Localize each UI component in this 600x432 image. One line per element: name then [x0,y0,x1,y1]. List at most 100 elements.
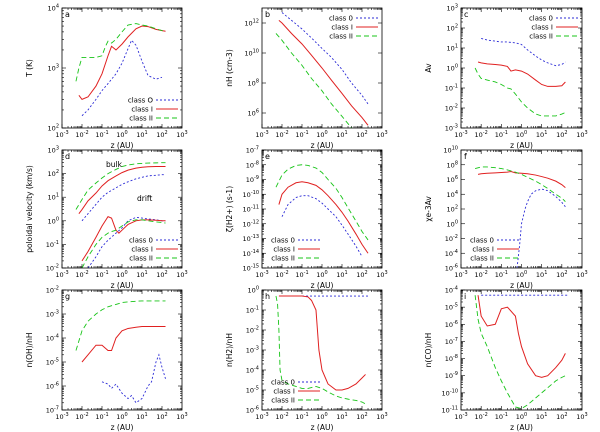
x-tick-label: 102 [356,412,367,421]
x-tick-label: 10-1 [495,130,508,139]
x-tick-label: 10-1 [495,270,508,279]
y-tick-label: 10-3 [246,346,259,355]
legend-label: class 0 [129,237,153,245]
y-tick-label: 10-3 [46,310,59,319]
legend-label: class 0 [529,15,553,23]
y-tick-label: 101 [447,44,458,53]
y-tick-label: 100 [248,286,259,295]
x-axis-label: z (AU) [510,281,533,290]
x-tick-label: 10-3 [454,270,467,279]
series-line-class1 [278,181,369,254]
panel-d: 10-3 10-2 10-1 100 101 102 10310-210-110010110… [25,146,188,291]
series-line-class1 [81,216,166,262]
legend-label: class II [329,33,353,41]
series-line-class0 [516,188,566,268]
x-tick-label: 103 [176,412,187,421]
y-tick-label: 10-8 [246,160,259,169]
y-tick-label: 10-13 [243,234,259,243]
ticks-c [460,7,582,129]
x-tick-label: 102 [556,412,567,421]
series-line-class0 [281,195,363,257]
y-tick-label: 10-6 [46,382,59,391]
series-group-d [75,162,166,268]
y-axis-label: T (K) [25,59,34,78]
legend-label: class O [128,97,154,105]
y-axis-label: χe-3Av [424,196,433,222]
y-tick-label: 10-2 [246,326,259,335]
plot-frame [261,7,383,129]
ticks-h [261,289,382,411]
series-line-class1 [278,19,369,126]
x-tick-label: 101 [336,270,347,279]
x-tick-label: 10-2 [275,412,288,421]
x-tick-label: 10-1 [295,412,308,421]
y-tick-label: 102 [48,169,59,178]
x-tick-label: 102 [156,412,167,421]
y-tick-label: 10-7 [246,146,259,155]
x-tick-label: 100 [516,270,527,279]
y-tick-label: 10-6 [445,320,458,329]
series-group-a [75,23,166,117]
x-tick-label: 102 [356,130,367,139]
series-line-class2 [275,295,366,405]
x-tick-label: 100 [316,130,327,139]
x-tick-label: 101 [136,270,147,279]
series-line-class2 [474,166,566,202]
x-tick-label: 101 [136,412,147,421]
x-tick-label: 102 [556,270,567,279]
x-tick-label: 102 [156,130,167,139]
y-tick-label: 10-4 [445,249,458,258]
y-tick-label: 100 [447,64,458,73]
x-tick-label: 103 [576,270,587,279]
plot-frame [61,149,183,269]
x-tick-label: 103 [376,130,387,139]
y-tick-label: 10-15 [243,264,259,273]
x-tick-label: 102 [156,270,167,279]
series-line-class2 [75,300,166,351]
series-line-class0 [87,216,166,268]
x-tick-label: 103 [176,270,187,279]
ticks-i [460,289,582,411]
ticks-d [61,149,182,269]
ticks-g [61,289,182,411]
x-tick-label: 10-3 [454,130,467,139]
y-axis-label: Av [424,63,433,73]
series-line-class1 [78,25,166,100]
x-tick-label: 10-2 [475,130,488,139]
x-tick-label: 100 [116,412,127,421]
panel-c: 10-3 10-2 10-1 100 101 102 103 10-3 10-2 10-1 100 1… [424,4,588,151]
x-axis-label: z (AU) [510,141,533,150]
panel-label: a [65,10,70,19]
x-tick-label: 10-2 [75,270,88,279]
y-tick-label: 10-3 [445,124,458,133]
y-axis-label: n(H2)/nH [225,333,234,367]
plot-frame [460,149,583,269]
y-tick-label: 1010 [443,146,458,155]
series-line-class0 [281,12,369,105]
x-tick-label: 10-3 [55,270,68,279]
x-tick-label: 10-2 [275,270,288,279]
y-tick-label: 10-7 [445,337,458,346]
legend-label: class I [131,246,153,254]
y-tick-label: 10-7 [46,406,59,415]
legend-label: class 0 [271,237,295,245]
y-tick-label: 10-2 [445,234,458,243]
y-tick-label: 102 [447,205,458,214]
panel-b: 10-3 10-2 10-1 100 101 102 103 106 108 1010 1012 z … [225,7,388,150]
series-line-class1 [81,326,166,363]
y-axis-label: n(OH)/nH [25,332,34,367]
x-tick-label: 10-3 [454,412,467,421]
y-tick-label: 10-10 [243,190,259,199]
panel-i: 10-3 10-2 10-1 100 101 102 103 10-11 10-10 10-9 10… [424,286,588,432]
panel-label: h [265,292,270,301]
legend-label: class II [271,397,295,405]
series-group-c [474,38,566,117]
legend-label: class 0 [271,379,295,387]
x-tick-label: 10-1 [495,412,508,421]
legend-label: class I [273,246,295,254]
legend-label: class II [129,115,153,123]
